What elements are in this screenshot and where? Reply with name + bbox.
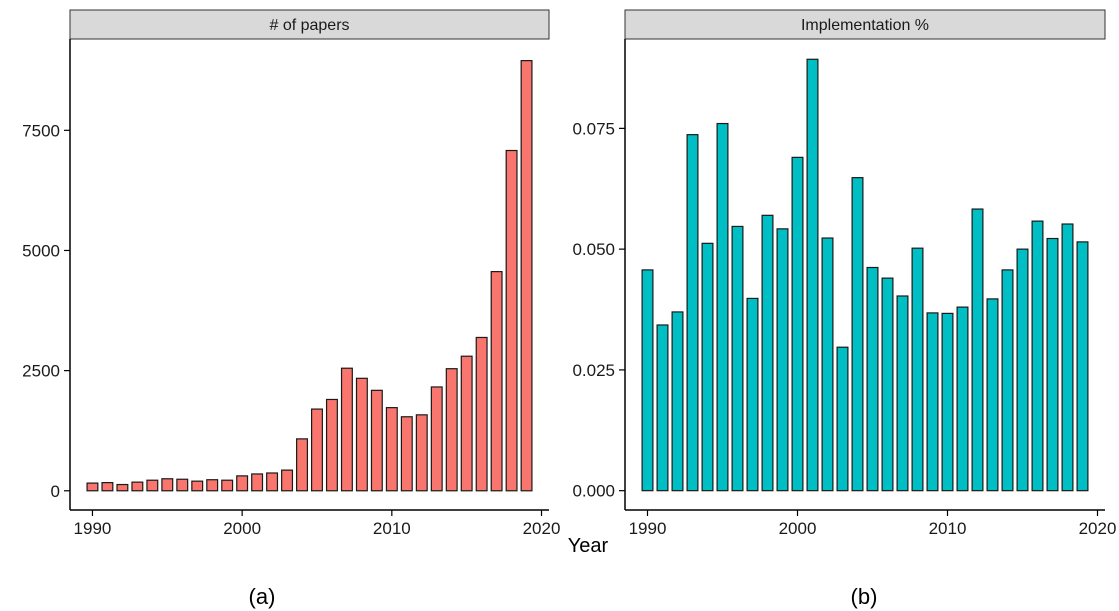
- y-tick-label: 0.050: [572, 240, 615, 259]
- bar-2015: [460, 355, 473, 492]
- bar-2005: [310, 408, 323, 492]
- y-tick-label: 0.025: [572, 361, 615, 380]
- bar-1993: [686, 134, 699, 492]
- panel-number-of-papers: # of papers 0 2500 5000 7500 1990 2000 2010 2020: [22, 9, 561, 538]
- bar-2012: [415, 414, 428, 492]
- bar-2001: [251, 473, 264, 492]
- bar-2009: [370, 389, 383, 492]
- bar-1996: [731, 225, 744, 492]
- x-tick-label: 2010: [373, 519, 411, 538]
- y-tick-label: 0.075: [572, 119, 615, 138]
- bar-2012: [971, 208, 984, 492]
- caption-b: (b): [851, 584, 878, 609]
- bar-1998: [761, 214, 774, 492]
- bar-2004: [296, 438, 309, 492]
- bar-2019: [1076, 241, 1089, 492]
- bar-2013: [430, 386, 443, 492]
- bar-1992: [671, 311, 684, 492]
- bar-1996: [176, 478, 189, 492]
- y-tick-label: 5000: [22, 241, 60, 260]
- x-axis-label: Year: [568, 535, 609, 557]
- y-tick-label: 0: [51, 482, 60, 501]
- x-tick-label: 1990: [629, 519, 667, 538]
- x-tick-label: 2020: [523, 519, 561, 538]
- bar-1997: [746, 297, 759, 492]
- bar-2003: [836, 346, 849, 492]
- facet-strip: [624, 9, 1106, 40]
- bar-2019: [520, 60, 533, 492]
- bar-2011: [956, 306, 969, 492]
- bar-2015: [1016, 248, 1029, 492]
- bar-1994: [701, 242, 714, 492]
- y-tick-label: 2500: [22, 362, 60, 381]
- bar-1995: [161, 478, 174, 492]
- chart-title: Implementation %: [801, 17, 929, 34]
- bar-1990: [86, 482, 99, 492]
- bar-2013: [986, 298, 999, 492]
- bar-1994: [146, 479, 159, 492]
- bar-1999: [776, 228, 789, 492]
- bar-1997: [191, 480, 204, 492]
- bar-2002: [266, 472, 279, 492]
- bar-2017: [490, 271, 503, 492]
- bar-1998: [206, 479, 219, 492]
- y-tick-label: 0.000: [572, 482, 615, 501]
- bar-2000: [791, 156, 804, 492]
- bar-2010: [941, 312, 954, 492]
- bar-1993: [131, 481, 144, 492]
- bar-2007: [896, 295, 909, 492]
- bar-2006: [325, 398, 338, 492]
- bar-2016: [475, 336, 488, 492]
- bar-2014: [445, 368, 458, 492]
- bar-2004: [851, 177, 864, 492]
- bar-2008: [911, 247, 924, 492]
- bar-1991: [101, 482, 114, 492]
- bar-1995: [716, 122, 729, 492]
- x-tick-label: 2000: [223, 519, 261, 538]
- bar-1991: [656, 324, 669, 492]
- bar-2017: [1046, 237, 1059, 492]
- panel-implementation-percent: Implementation % 0.000 0.025 0.050 0.075 1990…: [572, 9, 1117, 538]
- x-tick-label: 2000: [779, 519, 817, 538]
- bar-2005: [866, 266, 879, 492]
- chart-title: # of papers: [269, 17, 349, 34]
- bar-2001: [806, 58, 819, 492]
- x-tick-label: 1990: [74, 519, 112, 538]
- bar-2011: [400, 416, 413, 492]
- facet-strip: [69, 9, 550, 40]
- bar-1990: [641, 269, 654, 492]
- y-tick-label: 7500: [22, 121, 60, 140]
- x-tick-label: 2020: [1079, 519, 1117, 538]
- bar-2014: [1001, 269, 1014, 492]
- bar-2010: [385, 407, 398, 492]
- bar-1992: [116, 483, 129, 492]
- bar-2000: [236, 475, 249, 492]
- bar-2002: [821, 237, 834, 492]
- bar-2018: [505, 149, 518, 492]
- x-tick-label: 2010: [929, 519, 967, 538]
- bar-2007: [340, 367, 353, 492]
- bar-2016: [1031, 220, 1044, 492]
- bar-2006: [881, 277, 894, 492]
- bar-2009: [926, 312, 939, 492]
- bar-2008: [355, 377, 368, 492]
- bar-2003: [281, 469, 294, 492]
- caption-a: (a): [249, 584, 276, 609]
- bar-1999: [221, 479, 234, 492]
- bar-2018: [1061, 223, 1074, 492]
